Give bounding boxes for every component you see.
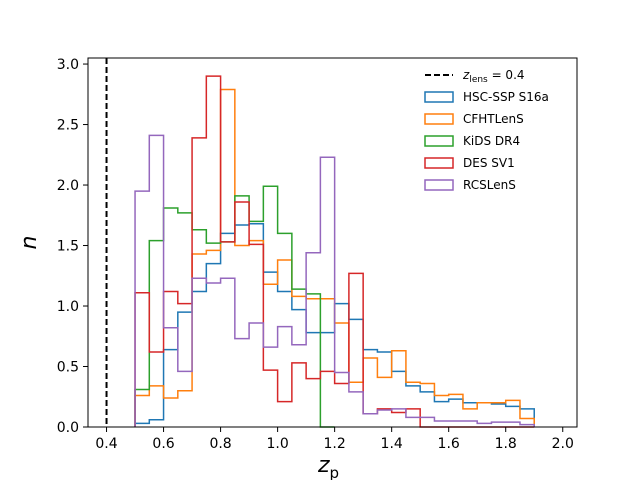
- x-axis-label: zp: [317, 453, 339, 480]
- y-tick-label: 2.0: [57, 178, 79, 194]
- y-tick-label: 0.5: [57, 360, 79, 376]
- x-tick-label: 1.0: [266, 436, 288, 452]
- series-step-rcslens: [134, 134, 535, 427]
- x-tick-label: 2.0: [552, 436, 574, 452]
- legend-label: KiDS DR4: [463, 134, 520, 148]
- x-tick-label: 0.4: [95, 436, 117, 452]
- legend-swatch: [424, 179, 454, 191]
- legend-label: HSC-SSP S16a: [463, 90, 549, 104]
- x-axis-label-sub: p: [330, 464, 340, 480]
- y-tick-label: 1.0: [57, 299, 79, 315]
- legend-label: CFHTLenS: [463, 112, 524, 126]
- legend: zlens = 0.4 HSC-SSP S16a CFHTLenS KiDS DR4 D…: [424, 68, 549, 192]
- legend-label: RCSLenS: [463, 178, 516, 192]
- y-tick-label: 1.5: [57, 239, 79, 255]
- plot-area-frame: [87, 57, 578, 428]
- legend-label-lens-line: zlens = 0.4: [462, 68, 525, 85]
- y-axis-label: n: [17, 236, 42, 250]
- legend-swatch: [424, 135, 454, 147]
- y-tick-label: 3.0: [57, 57, 79, 73]
- legend-label: DES SV1: [463, 156, 515, 170]
- x-tick-label: 1.2: [324, 436, 346, 452]
- legend-swatch: [424, 157, 454, 169]
- legend-swatch: [424, 113, 454, 125]
- legend-swatch: [424, 91, 454, 103]
- x-tick-label: 1.4: [381, 436, 403, 452]
- series-step-des-sv1: [134, 75, 535, 428]
- y-tick-label: 0.0: [57, 420, 79, 436]
- x-tick-label: 0.6: [152, 436, 174, 452]
- x-tick-label: 1.6: [438, 436, 460, 452]
- x-axis-label-main: z: [317, 453, 330, 478]
- x-tick-label: 0.8: [209, 436, 231, 452]
- x-tick-label: 1.8: [495, 436, 517, 452]
- y-tick-label: 2.5: [57, 118, 79, 134]
